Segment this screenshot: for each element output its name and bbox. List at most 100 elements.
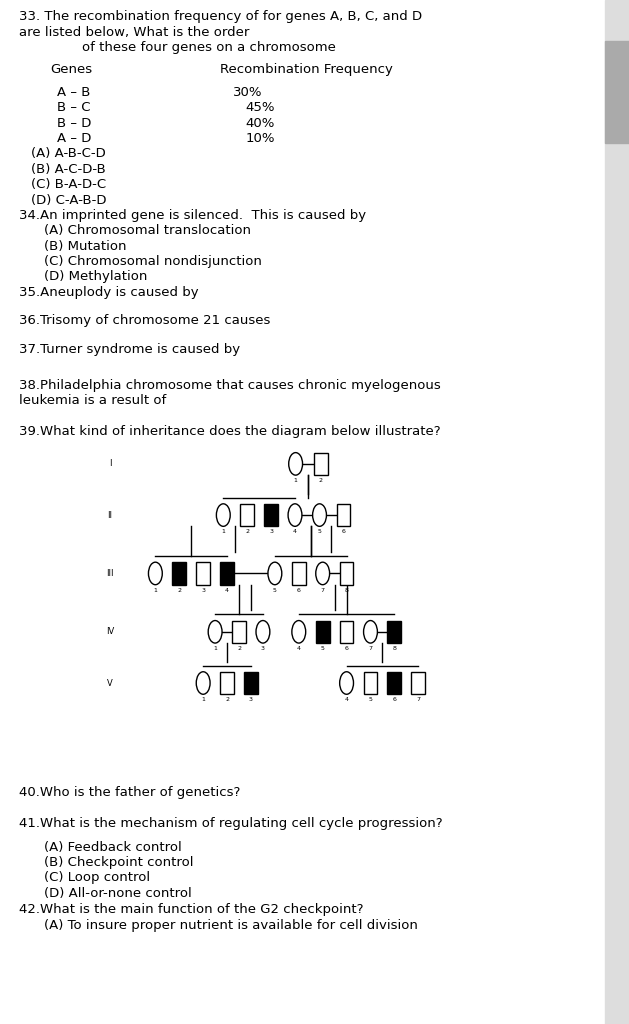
Circle shape <box>148 562 162 585</box>
Text: (B) Checkpoint control: (B) Checkpoint control <box>44 856 194 869</box>
Bar <box>316 621 330 643</box>
Text: 4: 4 <box>293 529 297 535</box>
Circle shape <box>288 504 302 526</box>
Text: 37.Turner syndrome is caused by: 37.Turner syndrome is caused by <box>19 343 240 356</box>
Bar <box>387 672 401 694</box>
Text: 38.Philadelphia chromosome that causes chronic myelogenous: 38.Philadelphia chromosome that causes c… <box>19 379 441 392</box>
Text: of these four genes on a chromosome: of these four genes on a chromosome <box>82 41 336 54</box>
Text: 2: 2 <box>245 529 249 535</box>
Text: 7: 7 <box>416 697 420 702</box>
Text: 3: 3 <box>201 588 205 593</box>
Text: Genes: Genes <box>50 63 92 77</box>
Circle shape <box>216 504 230 526</box>
Text: 8: 8 <box>345 588 348 593</box>
Text: 1: 1 <box>153 588 157 593</box>
Text: 6: 6 <box>342 529 345 535</box>
Text: 6: 6 <box>345 646 348 651</box>
Circle shape <box>292 621 306 643</box>
Text: 7: 7 <box>321 588 325 593</box>
Text: I: I <box>109 460 111 468</box>
Circle shape <box>340 672 353 694</box>
Text: B – D: B – D <box>57 117 91 130</box>
Bar <box>232 621 246 643</box>
Text: 30%: 30% <box>233 86 262 99</box>
Text: IV: IV <box>106 628 114 636</box>
Text: 3: 3 <box>261 646 265 651</box>
Text: 4: 4 <box>225 588 229 593</box>
Bar <box>411 672 425 694</box>
Text: 1: 1 <box>213 646 217 651</box>
Text: III: III <box>106 569 114 578</box>
Bar <box>314 453 328 475</box>
Bar <box>292 562 306 585</box>
Text: 5: 5 <box>318 529 321 535</box>
Text: 1: 1 <box>201 697 205 702</box>
Text: B – C: B – C <box>57 101 90 115</box>
Text: 4: 4 <box>297 646 301 651</box>
Text: 40%: 40% <box>245 117 275 130</box>
Bar <box>196 562 210 585</box>
Text: 2: 2 <box>177 588 181 593</box>
Text: II: II <box>108 511 113 519</box>
Bar <box>172 562 186 585</box>
Text: (C) Chromosomal nondisjunction: (C) Chromosomal nondisjunction <box>44 255 262 268</box>
Text: A – D: A – D <box>57 132 91 145</box>
Text: 41.What is the mechanism of regulating cell cycle progression?: 41.What is the mechanism of regulating c… <box>19 817 442 830</box>
Text: 36.Trisomy of chromosome 21 causes: 36.Trisomy of chromosome 21 causes <box>19 314 270 328</box>
Text: 42.What is the main function of the G2 checkpoint?: 42.What is the main function of the G2 c… <box>19 903 364 916</box>
Bar <box>364 672 377 694</box>
Text: Recombination Frequency: Recombination Frequency <box>220 63 393 77</box>
Text: 2: 2 <box>237 646 241 651</box>
Circle shape <box>196 672 210 694</box>
Circle shape <box>316 562 330 585</box>
Circle shape <box>208 621 222 643</box>
Text: 33. The recombination frequency of for genes A, B, C, and D: 33. The recombination frequency of for g… <box>19 10 422 24</box>
Text: 6: 6 <box>297 588 301 593</box>
Text: leukemia is a result of: leukemia is a result of <box>19 394 166 408</box>
Bar <box>220 672 234 694</box>
Circle shape <box>313 504 326 526</box>
Text: (C) B-A-D-C: (C) B-A-D-C <box>31 178 106 191</box>
Text: 2: 2 <box>319 478 323 483</box>
Text: 3: 3 <box>249 697 253 702</box>
Bar <box>387 621 401 643</box>
Bar <box>264 504 278 526</box>
Text: (A) A-B-C-D: (A) A-B-C-D <box>31 147 106 161</box>
Text: 10%: 10% <box>245 132 275 145</box>
Text: A – B: A – B <box>57 86 90 99</box>
Text: (D) C-A-B-D: (D) C-A-B-D <box>31 194 107 207</box>
Text: 34.An imprinted gene is silenced.  This is caused by: 34.An imprinted gene is silenced. This i… <box>19 209 366 222</box>
Bar <box>605 0 629 1024</box>
Text: 1: 1 <box>294 478 298 483</box>
Text: (D) Methylation: (D) Methylation <box>44 270 147 284</box>
Text: 4: 4 <box>345 697 348 702</box>
Bar <box>244 672 258 694</box>
Circle shape <box>364 621 377 643</box>
Text: 7: 7 <box>369 646 372 651</box>
Text: 39.What kind of inheritance does the diagram below illustrate?: 39.What kind of inheritance does the dia… <box>19 425 440 438</box>
Circle shape <box>256 621 270 643</box>
Bar <box>340 621 353 643</box>
Text: 6: 6 <box>392 697 396 702</box>
Text: (B) Mutation: (B) Mutation <box>44 240 126 253</box>
Text: (B) A-C-D-B: (B) A-C-D-B <box>31 163 106 176</box>
Text: 2: 2 <box>225 697 229 702</box>
Text: 40.Who is the father of genetics?: 40.Who is the father of genetics? <box>19 786 240 800</box>
Text: are listed below, What is the order: are listed below, What is the order <box>19 26 249 39</box>
Bar <box>220 562 234 585</box>
Text: 5: 5 <box>273 588 277 593</box>
Text: 1: 1 <box>221 529 225 535</box>
Text: 35.Aneuplody is caused by: 35.Aneuplody is caused by <box>19 286 199 299</box>
Text: 5: 5 <box>321 646 325 651</box>
Text: 5: 5 <box>369 697 372 702</box>
Text: 45%: 45% <box>245 101 275 115</box>
Circle shape <box>289 453 303 475</box>
Text: (A) Chromosomal translocation: (A) Chromosomal translocation <box>44 224 251 238</box>
Text: (C) Loop control: (C) Loop control <box>44 871 150 885</box>
Text: 8: 8 <box>392 646 396 651</box>
Bar <box>605 41 629 143</box>
Bar <box>340 562 353 585</box>
Text: (A) To insure proper nutrient is available for cell division: (A) To insure proper nutrient is availab… <box>44 919 418 932</box>
Bar <box>337 504 350 526</box>
Circle shape <box>268 562 282 585</box>
